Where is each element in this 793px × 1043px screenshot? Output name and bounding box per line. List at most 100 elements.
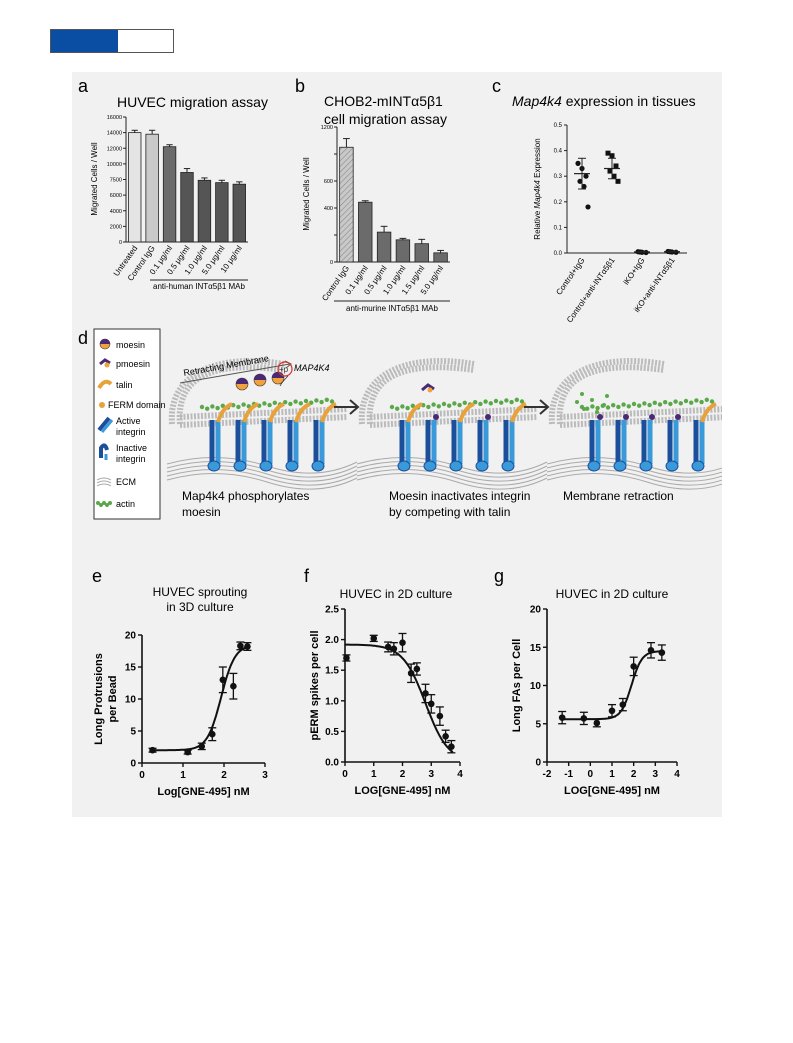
integrin-head [207,460,221,472]
y-axis-label-line1: Long Protrusions [93,653,105,745]
schematic-stage-2 [356,358,548,490]
group-label: anti-human INTα5β1 MAb [153,282,245,291]
pmoesin-bound [433,414,439,420]
x-tick-label: 2 [400,769,406,780]
y-axis-label-gene: Map4k4 [533,180,542,209]
y-tick-label: 2.0 [325,635,339,646]
bar [376,231,392,263]
data-point [575,160,581,166]
panel-d-legend: moesin pmoesin talin FERM domain Active … [93,328,166,520]
panel-letter-g: g [494,566,504,586]
group-label: anti-murine INTα5β1 MAb [346,304,438,313]
integrin-head [285,460,299,472]
y-axis-label-post: Expression [533,138,542,180]
actin-bead [288,401,293,407]
actin-bead [683,398,689,404]
moesin-cap [272,372,284,378]
data-point [577,178,583,184]
fit-curve [561,650,663,721]
data-point [343,654,350,662]
y-tick-label: 16000 [107,115,122,121]
integrin-head [449,460,463,472]
fit-curve [150,645,250,752]
y-tick-label: 0.2 [554,200,563,206]
header-accent-bar [50,29,174,53]
talin [700,402,717,423]
x-tick-label: 2 [221,770,227,781]
y-tick-label: 0.4 [554,149,563,155]
panel-letter-e: e [92,566,102,586]
y-tick-label: 20 [530,605,542,616]
moesin-cap [254,374,266,380]
actin-bead [647,402,652,408]
x-tick-label: 3 [262,770,268,781]
ecm-fiber [546,468,722,486]
data-point [237,642,244,650]
actin-bead [410,403,415,408]
pmoesin-bound [675,414,681,420]
x-tick-label: 1 [180,770,186,781]
chart-f: 0.0 0.5 1.0 1.5 2.0 2.5 0 1 2 3 4 LOG[GNE-495] nM pE… [309,605,463,798]
membrane-flat [369,406,538,420]
bar [215,182,229,243]
chart-a: 0200040006000750010000120001400016000Unt… [90,115,248,291]
actin-bead [303,398,309,404]
actin-bead [483,399,488,404]
pmoesin-bound [597,414,603,420]
y-tick-label: 1200 [321,125,333,131]
data-point [647,647,655,654]
y-tick-label: 6000 [110,193,122,199]
data-point [219,676,227,684]
caption-1-line1: Map4k4 phosphorylates [182,489,309,503]
x-tick-label: 3 [653,769,659,780]
actin-bead [389,404,395,410]
data-point [608,707,616,715]
panel-c-title-rest: expression in tissues [562,93,696,109]
actin-bead [324,397,329,402]
y-axis-label-line2: per Bead [107,675,119,722]
y-tick-label: 0.5 [325,727,339,738]
pmoesin-ferm [427,387,433,393]
bar [395,239,411,263]
caption-2-line1: Moesin inactivates integrin [389,489,530,503]
actin-bead [462,400,467,405]
actin-bead [590,404,595,409]
bar [339,146,354,263]
data-point [593,719,601,727]
y-tick-label: 0 [119,240,122,246]
panel-letter-c: c [492,76,501,96]
integrin-head [397,460,411,472]
actin-bead [493,398,499,404]
panel-c-title-gene: Map4k4 [512,93,562,109]
x-axis-label: Log[GNE-495] nM [157,786,249,798]
bar [433,252,448,263]
data-point [442,732,449,740]
bar [414,243,429,263]
actin-bead [585,406,590,411]
actin-bead [231,403,236,408]
y-tick-label: 0.5 [554,123,563,129]
integrin-head [475,460,489,472]
actin-bead [205,406,210,411]
actin-bead [642,401,647,406]
data-point [609,153,615,159]
talin [320,402,337,423]
figure: a HUVEC migration assay b CHOB2-mINTα5β1… [72,72,722,817]
y-tick-label: 15 [530,643,542,654]
actin-bead [457,402,462,408]
free-actin [580,392,584,396]
data-point [244,643,251,650]
pmoesin-icon [99,358,111,368]
actin-bead [267,402,272,408]
y-tick-label: 7500 [110,178,122,184]
y-tick-label: 5 [130,727,136,738]
y-tick-label: 0.0 [325,758,339,769]
y-tick-label: 2000 [110,224,122,230]
free-actin [582,407,586,411]
actin-bead [400,404,405,409]
schematic-stage-1 [166,358,358,490]
x-tick-label: 2 [631,769,637,780]
chart-c: 0.0 0.1 0.2 0.3 0.4 0.5 Relative Map4k4 Expres… [533,123,687,324]
x-tick-label: Control IgG [320,264,351,303]
y-tick-label: 15 [125,663,137,674]
